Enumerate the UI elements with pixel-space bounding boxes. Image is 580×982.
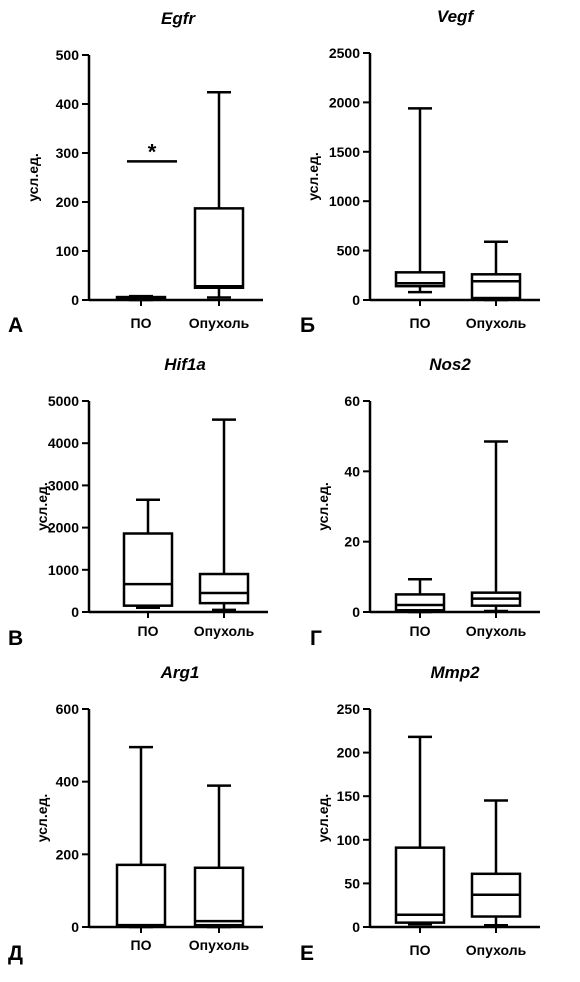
y-axis-label: усл.ед. <box>315 482 331 531</box>
chart-title: Mmp2 <box>430 663 480 682</box>
x-tick-label: ПО <box>410 315 431 331</box>
chart-title: Hif1a <box>164 355 206 374</box>
y-tick-label: 0 <box>71 919 79 935</box>
y-tick-label: 600 <box>56 701 80 717</box>
y-tick-label: 2000 <box>48 520 79 536</box>
y-tick-label: 400 <box>56 774 80 790</box>
y-tick-label: 100 <box>56 243 80 259</box>
box-iqr <box>193 866 245 927</box>
y-tick-label: 200 <box>56 194 80 210</box>
panel-label: Г <box>310 627 322 650</box>
significance-asterisk: * <box>148 139 157 164</box>
y-tick-label: 0 <box>352 292 360 308</box>
y-tick-label: 400 <box>56 96 80 112</box>
y-axis-label: усл.ед. <box>305 152 321 201</box>
y-tick-label: 1000 <box>329 193 360 209</box>
box-iqr <box>394 593 446 612</box>
x-tick-label: Опухоль <box>466 942 527 958</box>
y-tick-label: 250 <box>337 701 361 717</box>
chart-title: Arg1 <box>160 663 200 682</box>
y-tick-label: 4000 <box>48 435 79 451</box>
panel-label: В <box>8 627 23 650</box>
y-tick-label: 100 <box>337 832 361 848</box>
y-tick-label: 1500 <box>329 144 360 160</box>
y-axis-label: усл.ед. <box>25 153 41 202</box>
y-tick-label: 200 <box>56 846 80 862</box>
x-tick-label: Опухоль <box>466 315 527 331</box>
box-iqr <box>470 273 522 300</box>
y-axis-label: усл.ед. <box>315 794 331 843</box>
box-iqr <box>198 572 250 605</box>
y-tick-label: 200 <box>337 745 361 761</box>
x-tick-label: Опухоль <box>189 315 250 331</box>
y-tick-label: 500 <box>56 47 80 63</box>
y-tick-label: 0 <box>71 604 79 620</box>
y-tick-label: 2500 <box>329 45 360 61</box>
box-iqr <box>122 532 174 607</box>
x-tick-label: ПО <box>138 623 159 639</box>
chart-title: Vegf <box>437 7 476 26</box>
y-tick-label: 3000 <box>48 477 79 493</box>
x-tick-label: Опухоль <box>189 937 250 953</box>
y-tick-label: 20 <box>344 534 360 550</box>
y-tick-label: 1000 <box>48 562 79 578</box>
y-tick-label: 40 <box>344 463 360 479</box>
y-tick-label: 0 <box>71 292 79 308</box>
x-tick-label: ПО <box>131 315 152 331</box>
y-axis-label: усл.ед. <box>34 482 50 531</box>
box-iqr <box>115 863 167 928</box>
panel-label: А <box>8 314 23 337</box>
chart-title: Nos2 <box>429 355 471 374</box>
y-tick-label: 60 <box>344 393 360 409</box>
y-tick-label: 0 <box>352 919 360 935</box>
y-tick-label: 300 <box>56 145 80 161</box>
y-tick-label: 500 <box>337 243 361 259</box>
x-tick-label: Опухоль <box>466 623 527 639</box>
y-tick-label: 50 <box>344 875 360 891</box>
x-tick-label: ПО <box>131 937 152 953</box>
x-tick-label: ПО <box>410 623 431 639</box>
panel-label: Б <box>300 314 315 337</box>
y-tick-label: 5000 <box>48 393 79 409</box>
x-tick-label: Опухоль <box>194 623 255 639</box>
box-iqr <box>394 846 446 924</box>
x-tick-label: ПО <box>410 942 431 958</box>
y-tick-label: 150 <box>337 788 361 804</box>
y-axis-label: усл.ед. <box>34 794 50 843</box>
y-tick-label: 0 <box>352 604 360 620</box>
y-tick-label: 2000 <box>329 94 360 110</box>
panel-label: Е <box>300 942 314 965</box>
chart-title: Egfr <box>161 9 196 28</box>
panel-label: Д <box>8 942 23 965</box>
box-iqr <box>193 207 245 289</box>
